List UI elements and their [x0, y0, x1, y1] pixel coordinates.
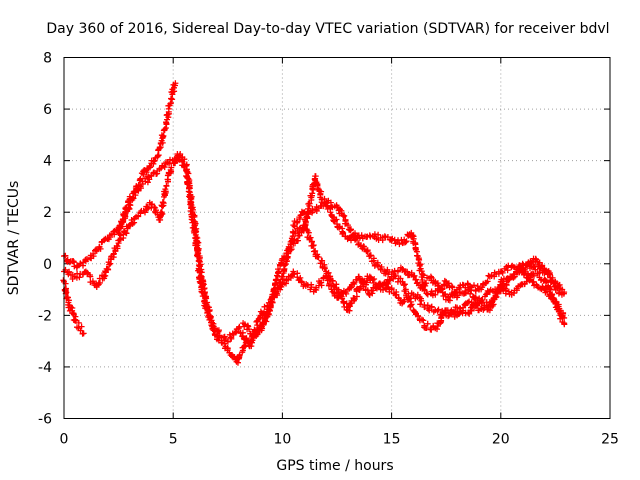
x-tick-label: 0 — [60, 432, 69, 448]
y-tick-label: -6 — [38, 412, 52, 428]
axis-ticks — [63, 57, 611, 419]
series-5 — [240, 173, 568, 340]
plot-frame — [63, 57, 611, 419]
y-tick-label: 0 — [43, 257, 52, 273]
y-tick-label: 8 — [43, 51, 52, 67]
grid-lines — [64, 57, 610, 419]
x-tick-labels: 0 5 10 15 20 25 — [60, 432, 619, 448]
y-tick-label: -2 — [38, 308, 52, 324]
series-5-markers — [240, 173, 568, 340]
y-tick-label: 6 — [43, 102, 52, 118]
chart-title: Day 360 of 2016, Sidereal Day-to-day VTE… — [46, 21, 609, 37]
series-4 — [115, 151, 568, 366]
y-axis-label: SDTVAR / TECUs — [6, 181, 22, 296]
series-6-markers — [290, 197, 568, 314]
y-tick-label: 4 — [43, 154, 52, 170]
x-tick-label: 5 — [169, 432, 178, 448]
y-tick-label: -4 — [38, 360, 52, 376]
x-tick-label: 20 — [492, 432, 510, 448]
x-axis-label: GPS time / hours — [276, 458, 393, 474]
x-tick-label: 15 — [383, 432, 401, 448]
data-points — [60, 80, 568, 366]
y-tick-label: 2 — [43, 205, 52, 221]
x-tick-label: 10 — [273, 432, 291, 448]
x-tick-label: 25 — [601, 432, 619, 448]
series-4-markers — [115, 151, 568, 366]
y-tick-labels: -6 -4 -2 0 2 4 6 8 — [38, 51, 52, 428]
series-6 — [290, 197, 568, 314]
